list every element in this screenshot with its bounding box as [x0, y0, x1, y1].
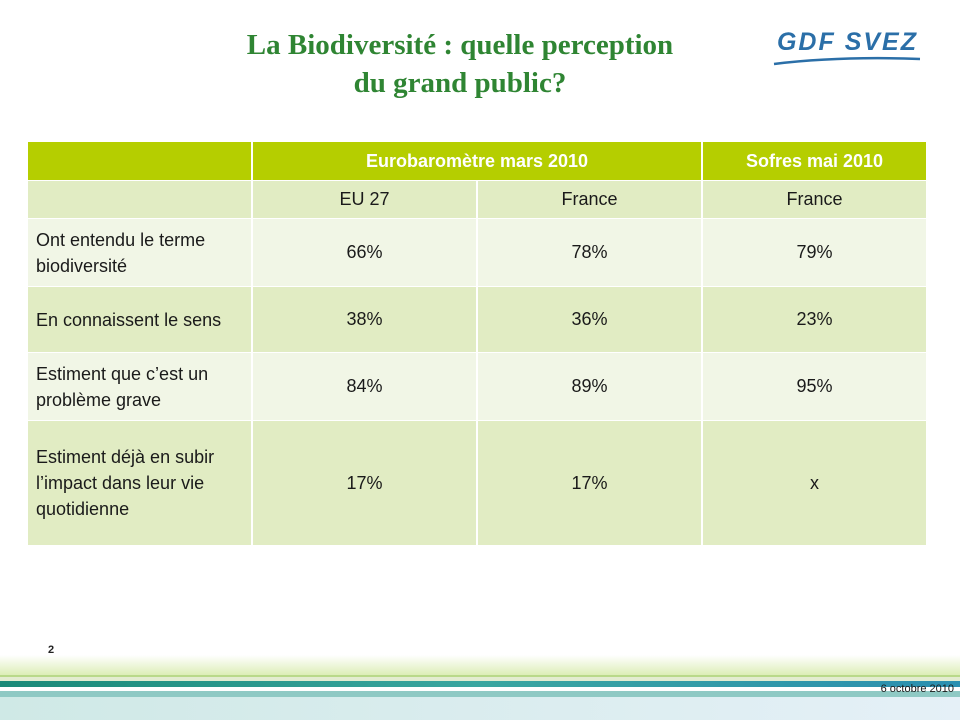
slide-title: La Biodiversité : quelle perception du g…: [160, 26, 760, 102]
subheader-france-sofres: France: [701, 180, 929, 219]
gdf-suez-logo: GDF SVEZ: [770, 28, 930, 68]
subheader-corner-cell: [26, 180, 253, 219]
row-label: Estiment déjà en subir l’impact dans leu…: [26, 420, 253, 546]
row-value: 78%: [475, 218, 704, 287]
row-value: 17%: [475, 420, 704, 546]
row-value: 66%: [251, 218, 478, 287]
table-row: Estiment que c’est un problème grave 84%…: [26, 352, 929, 421]
row-label: Estiment que c’est un problème grave: [26, 352, 253, 421]
subheader-eu27: EU 27: [251, 180, 478, 219]
header-eurobarometre: Eurobaromètre mars 2010: [250, 141, 704, 181]
header-sofres: Sofres mai 2010: [701, 141, 929, 181]
row-label: En connaissent le sens: [26, 286, 253, 353]
table-row: En connaissent le sens 38% 36% 23%: [26, 286, 929, 353]
slide-title-line2: du grand public?: [353, 67, 567, 99]
row-value: 17%: [251, 420, 478, 546]
row-value: 84%: [251, 352, 478, 421]
header-corner-cell: [26, 141, 253, 181]
logo-text: GDF SVEZ: [776, 28, 918, 56]
row-value: 95%: [701, 352, 929, 421]
slide-date: 6 octobre 2010: [880, 683, 954, 695]
row-value: 79%: [701, 218, 929, 287]
row-value: 38%: [251, 286, 478, 353]
subheader-france-euro: France: [475, 180, 704, 219]
footer-decoration: [0, 655, 960, 720]
slide-title-line1: La Biodiversité : quelle perception: [246, 29, 674, 61]
row-value: 23%: [701, 286, 929, 353]
table-row: Ont entendu le terme biodiversité 66% 78…: [26, 218, 929, 287]
row-value: 89%: [475, 352, 704, 421]
page-number: 2: [48, 644, 55, 656]
table-header-row: Eurobaromètre mars 2010 Sofres mai 2010: [26, 141, 929, 181]
table-row: Estiment déjà en subir l’impact dans leu…: [26, 420, 929, 546]
row-label: Ont entendu le terme biodiversité: [26, 218, 253, 287]
biodiversity-table: Eurobaromètre mars 2010 Sofres mai 2010 …: [26, 141, 929, 546]
logo-swoosh-icon: [773, 56, 921, 66]
table-subheader-row: EU 27 France France: [26, 180, 929, 219]
row-value: x: [701, 420, 929, 546]
row-value: 36%: [475, 286, 704, 353]
